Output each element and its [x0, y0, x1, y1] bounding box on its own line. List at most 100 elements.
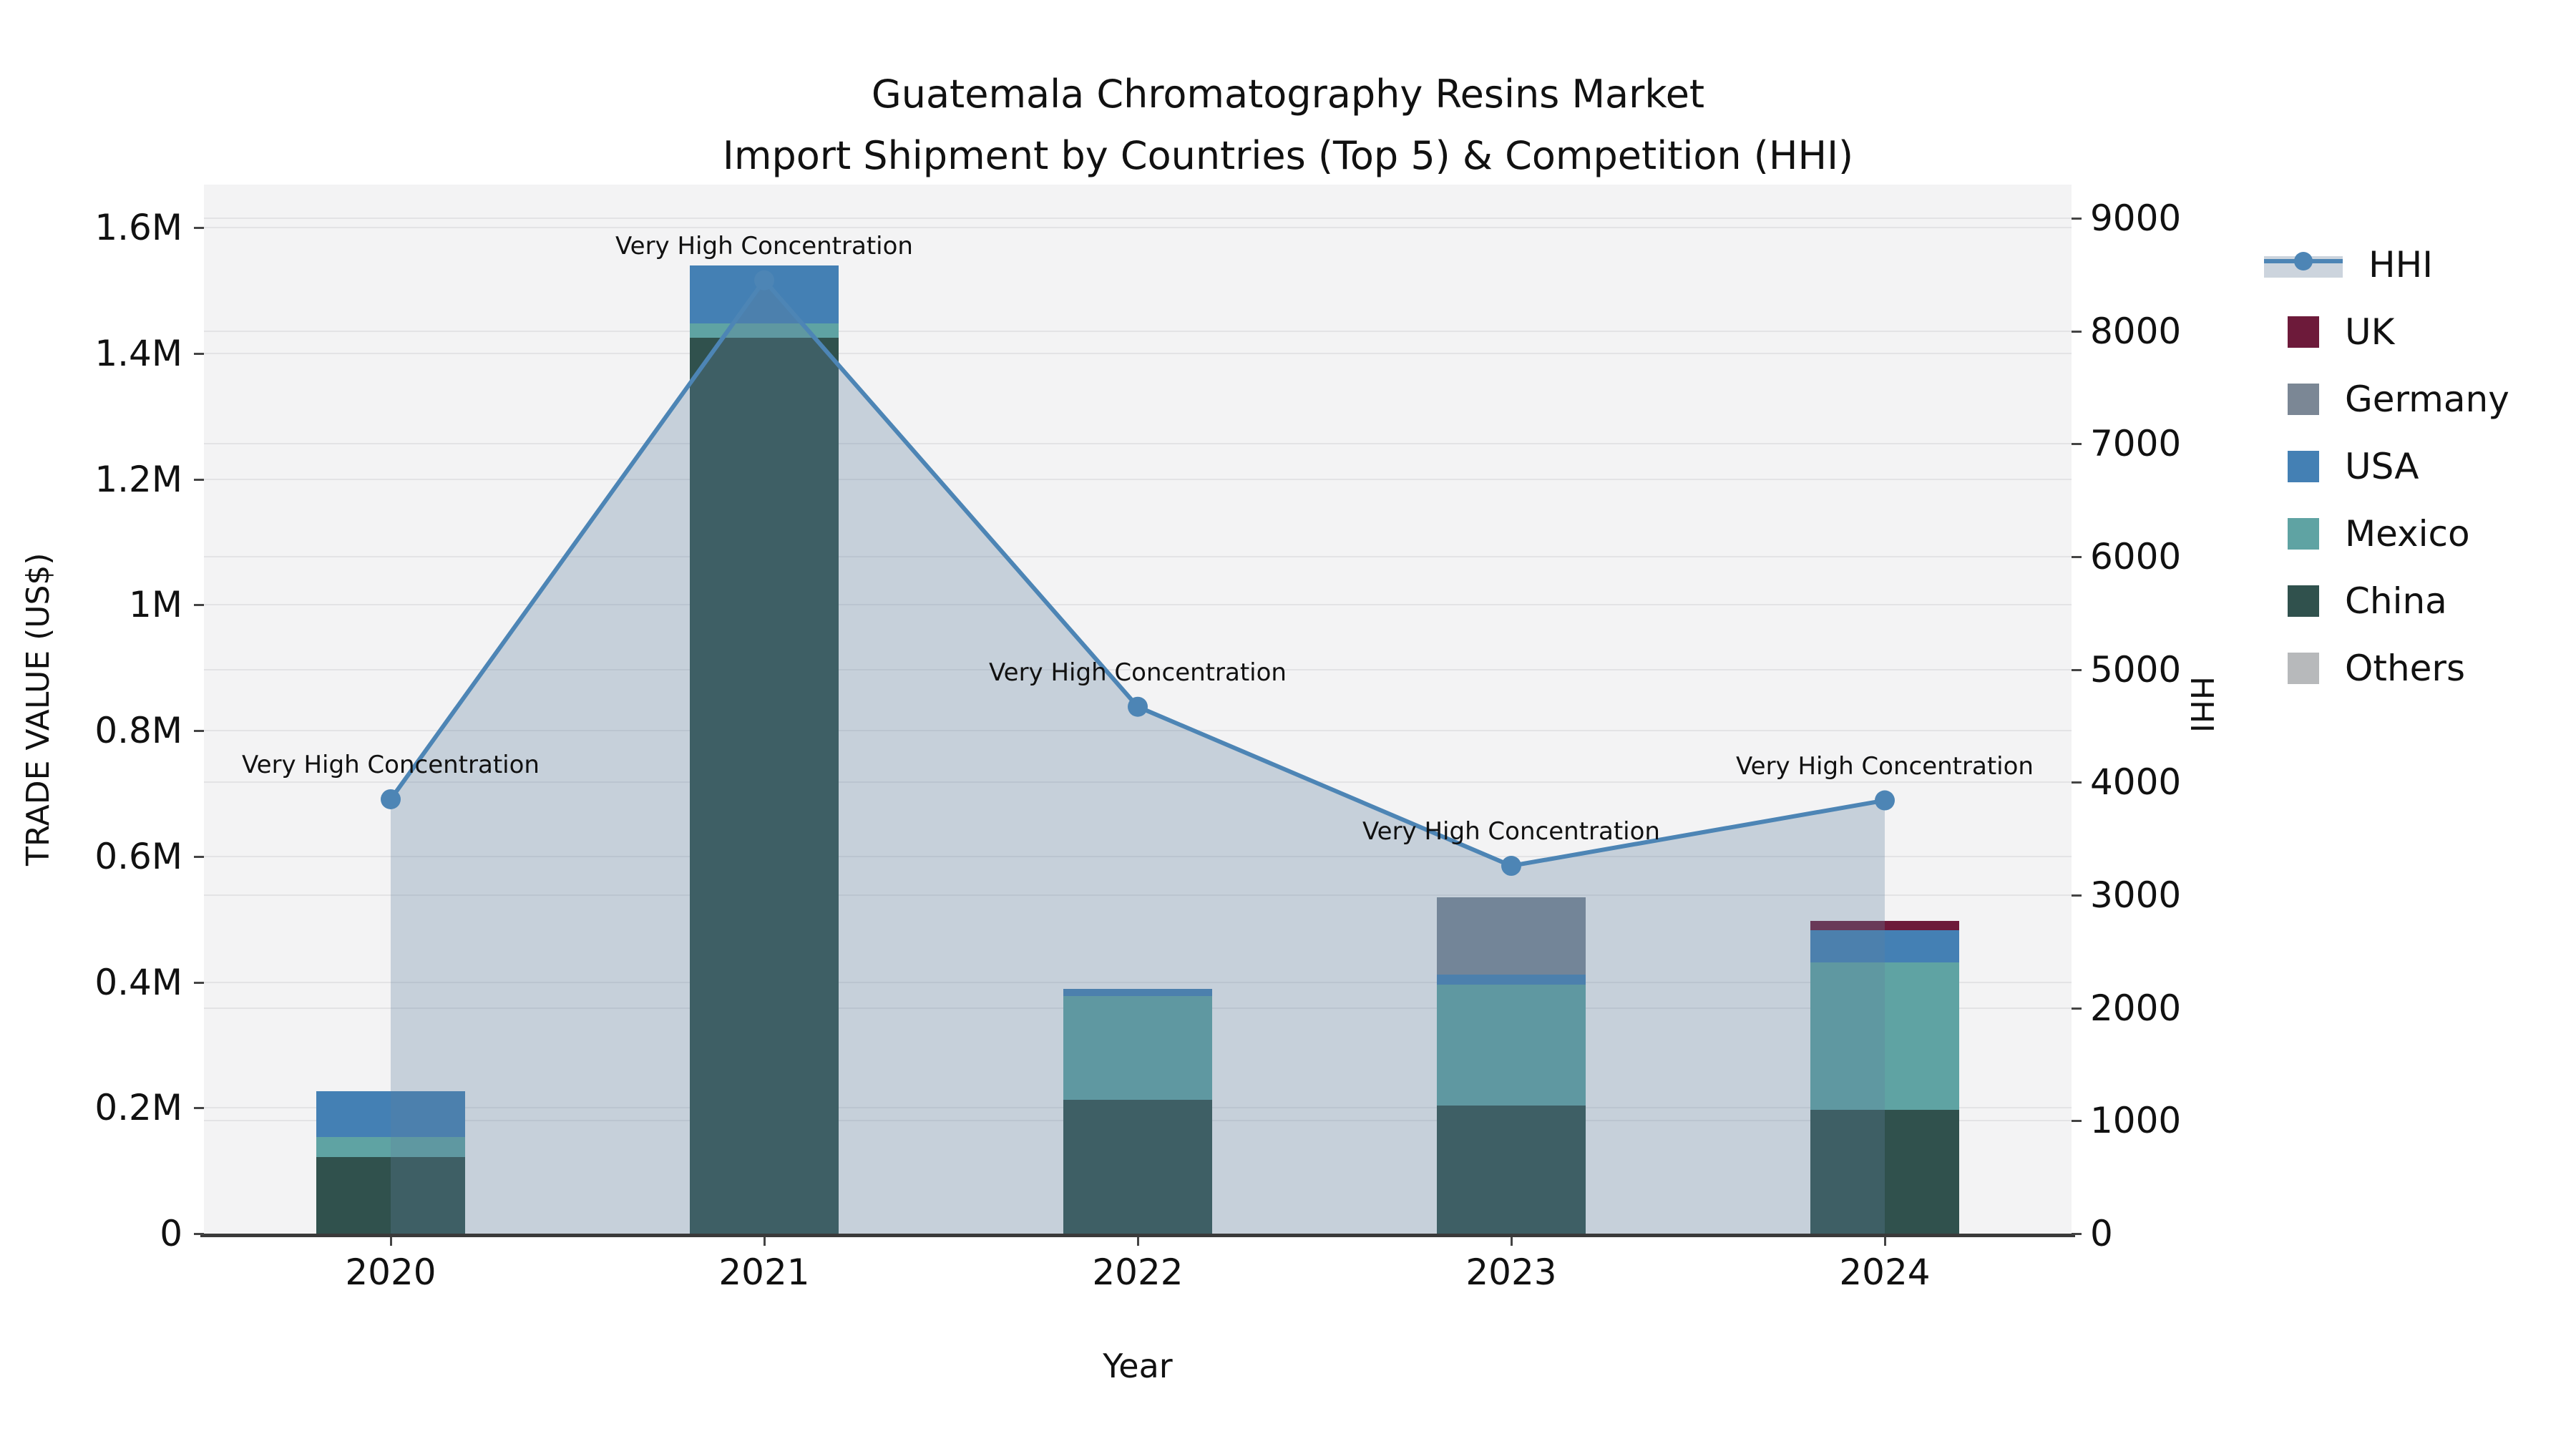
gridline [204, 443, 2072, 445]
bar-mexico-2020[interactable] [316, 1136, 465, 1157]
bar-usa-2021[interactable] [690, 265, 839, 323]
annotation-2024: Very High Concentration [1736, 751, 2034, 781]
gridline [204, 781, 2072, 784]
hhi-marker-swatch [2294, 252, 2313, 270]
legend-label-usa: USA [2345, 446, 2419, 487]
y-right-tick-0: 0 [2090, 1213, 2113, 1254]
tick-mark [2072, 1233, 2082, 1235]
y-right-tick-9000: 9000 [2090, 197, 2182, 239]
annotation-2022: Very High Concentration [989, 658, 1287, 687]
y-right-axis-title: HHI [2183, 676, 2220, 733]
gridline [204, 855, 2072, 857]
tick-mark [1137, 1237, 1139, 1246]
y-right-tick-1000: 1000 [2090, 1100, 2182, 1142]
annotation-2023: Very High Concentration [1362, 817, 1660, 846]
tick-mark [2072, 894, 2082, 897]
tick-mark [194, 604, 204, 607]
legend-label-others: Others [2345, 648, 2466, 689]
x-tick-2023: 2023 [1465, 1252, 1557, 1293]
tick-mark [1511, 1237, 1513, 1246]
bar-mexico-2024[interactable] [1810, 962, 1959, 1110]
bar-usa-2024[interactable] [1810, 930, 1959, 963]
chart-title-line2: Import Shipment by Countries (Top 5) & C… [722, 133, 1854, 178]
tick-mark [194, 478, 204, 481]
x-axis-title: Year [1103, 1347, 1173, 1385]
y-left-tick-1.6M: 1.6M [94, 207, 182, 248]
y-left-tick-1M: 1M [129, 584, 182, 626]
x-tick-2021: 2021 [718, 1252, 810, 1293]
tick-mark [194, 227, 204, 229]
y-left-axis-title: TRADE VALUE (US$) [20, 552, 57, 866]
bar-china-2022[interactable] [1063, 1099, 1212, 1234]
y-left-tick-0.4M: 0.4M [94, 961, 182, 1003]
legend-swatch-usa [2288, 451, 2319, 482]
x-tick-2022: 2022 [1092, 1252, 1184, 1293]
y-left-tick-0.8M: 0.8M [94, 710, 182, 751]
gridline [204, 556, 2072, 557]
bar-mexico-2023[interactable] [1437, 985, 1586, 1106]
bar-china-2023[interactable] [1437, 1105, 1586, 1234]
y-right-tick-8000: 8000 [2090, 310, 2182, 352]
legend-item-uk[interactable]: UK [2254, 303, 2394, 361]
gridline [204, 478, 2072, 480]
tick-mark [194, 730, 204, 732]
bar-china-2020[interactable] [316, 1156, 465, 1234]
bar-usa-2020[interactable] [316, 1091, 465, 1137]
tick-mark [2072, 443, 2082, 446]
legend-label-uk: UK [2345, 311, 2395, 353]
x-tick-2024: 2024 [1839, 1252, 1931, 1293]
y-left-tick-0.2M: 0.2M [94, 1087, 182, 1129]
legend-item-usa[interactable]: USA [2254, 438, 2419, 495]
tick-mark [194, 855, 204, 858]
gridline [204, 981, 2072, 983]
gridline [204, 218, 2072, 219]
tick-mark [2072, 556, 2082, 558]
gridline [204, 894, 2072, 896]
x-axis-spine [200, 1234, 2075, 1237]
tick-mark [2072, 1120, 2082, 1123]
gridline [204, 730, 2072, 731]
tick-mark [194, 981, 204, 984]
gridline [204, 352, 2072, 354]
legend-swatch-china [2288, 585, 2319, 617]
tick-mark [2072, 781, 2082, 784]
gridline [204, 330, 2072, 332]
y-right-tick-2000: 2000 [2090, 987, 2182, 1029]
legend-item-germany[interactable]: Germany [2254, 371, 2509, 428]
bar-china-2024[interactable] [1810, 1109, 1959, 1234]
legend-item-mexico[interactable]: Mexico [2254, 505, 2470, 562]
legend-item-china[interactable]: China [2254, 572, 2447, 630]
tick-mark [2072, 668, 2082, 671]
bar-mexico-2021[interactable] [690, 323, 839, 338]
bar-uk-2024[interactable] [1810, 921, 1959, 931]
legend-swatch-others [2288, 653, 2319, 684]
tick-mark [194, 1107, 204, 1110]
legend-swatch-germany [2288, 384, 2319, 415]
gridline [204, 227, 2072, 228]
legend-swatch-mexico [2288, 518, 2319, 550]
legend-item-others[interactable]: Others [2254, 640, 2465, 697]
tick-mark [194, 352, 204, 355]
y-right-tick-5000: 5000 [2090, 648, 2182, 691]
x-tick-2020: 2020 [345, 1252, 436, 1293]
legend-swatch-uk [2288, 316, 2319, 348]
tick-mark [390, 1237, 392, 1246]
y-left-tick-0: 0 [160, 1213, 182, 1254]
y-right-tick-3000: 3000 [2090, 874, 2182, 916]
y-left-tick-0.6M: 0.6M [94, 835, 182, 877]
legend-item-hhi[interactable]: HHI [2254, 236, 2433, 293]
y-right-tick-4000: 4000 [2090, 761, 2182, 804]
gridline [204, 604, 2072, 606]
chart-title-line1: Guatemala Chromatography Resins Market [871, 72, 1705, 117]
y-right-tick-6000: 6000 [2090, 536, 2182, 577]
bar-china-2021[interactable] [690, 337, 839, 1234]
bar-germany-2023[interactable] [1437, 897, 1586, 975]
legend-label-china: China [2345, 580, 2447, 622]
tick-mark [194, 1233, 204, 1235]
annotation-2020: Very High Concentration [242, 750, 540, 779]
tick-mark [2072, 218, 2082, 220]
bar-mexico-2022[interactable] [1063, 995, 1212, 1100]
bar-usa-2023[interactable] [1437, 974, 1586, 985]
bar-usa-2022[interactable] [1063, 989, 1212, 996]
